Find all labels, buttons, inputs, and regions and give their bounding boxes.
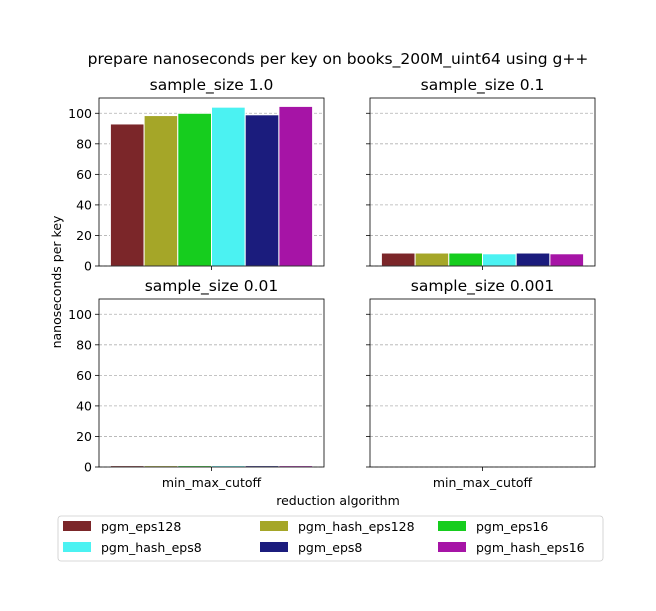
bar-pgm_hash_eps8: [482, 253, 517, 267]
bar-pgm_eps128: [380, 252, 416, 267]
bar-pgm_eps16: [448, 252, 483, 267]
y-tick-label: 100: [68, 106, 92, 121]
y-tick-label: 40: [76, 398, 92, 413]
y-tick-label: 60: [76, 368, 92, 383]
axes-frame: [369, 97, 596, 267]
bar-pgm_hash_eps128: [414, 252, 450, 267]
bar-pgm_hash_eps16: [549, 253, 585, 267]
legend-swatch: [260, 542, 288, 552]
y-tick-label: 80: [76, 136, 92, 151]
bar-pgm_hash_eps128: [143, 115, 179, 267]
legend-box: [57, 515, 604, 562]
legend-swatch: [63, 542, 91, 552]
subplot-1: 0 20 40 60 80 100 sample_size 1.0: [68, 76, 325, 274]
subplot-grid: 0 20 40 60 80 100 sample_size 1.0 sample_size 0…: [68, 76, 596, 490]
axes-frame: [98, 97, 325, 267]
bar-pgm_eps8: [515, 252, 551, 267]
y-tick-label: 20: [76, 228, 92, 243]
bar-pgm_hash_eps16: [278, 105, 314, 267]
subplot-title: sample_size 0.01: [145, 277, 279, 296]
axes-frame: [98, 298, 325, 468]
legend-item-pgm_eps8: pgm_eps8: [260, 540, 362, 555]
legend: pgm_eps128 pgm_hash_eps128 pgm_eps16 pgm_ha…: [57, 515, 604, 562]
subplot-4: min_max_cutoff sample_size 0.001: [366, 277, 596, 490]
legend-label: pgm_hash_eps128: [298, 519, 415, 534]
y-tick-label: 100: [68, 307, 92, 322]
subplot-title: sample_size 0.1: [421, 76, 545, 95]
legend-swatch: [260, 521, 288, 531]
legend-item-pgm_eps128: pgm_eps128: [63, 519, 181, 534]
plot-area: [99, 299, 324, 467]
subplot-3: 0 20 40 60 80 100 min_max_cutoff sample_size 0.…: [68, 277, 325, 490]
plot-area: [370, 299, 595, 467]
legend-label: pgm_eps128: [101, 519, 181, 534]
legend-item-pgm_eps16: pgm_eps16: [438, 519, 548, 534]
legend-label: pgm_hash_eps16: [476, 540, 585, 555]
figure-title: prepare nanoseconds per key on books_200…: [88, 50, 589, 69]
legend-swatch: [438, 521, 466, 531]
bar-pgm_hash_eps8: [211, 106, 246, 267]
legend-label: pgm_hash_eps8: [101, 540, 202, 555]
x-tick-label: min_max_cutoff: [433, 475, 533, 490]
bar-pgm_eps8: [244, 114, 280, 267]
legend-item-pgm_hash_eps128: pgm_hash_eps128: [260, 519, 415, 534]
bar-pgm_eps16: [177, 112, 213, 267]
legend-item-pgm_hash_eps16: pgm_hash_eps16: [438, 540, 585, 555]
plot-area: [370, 98, 595, 266]
x-axis-label: reduction algorithm: [276, 493, 400, 508]
y-tick-label: 0: [84, 259, 92, 274]
y-tick-label: 40: [76, 197, 92, 212]
y-axis-label: nanoseconds per key: [49, 215, 64, 348]
y-tick-label: 20: [76, 429, 92, 444]
legend-swatch: [63, 521, 91, 531]
legend-label: pgm_eps16: [476, 519, 548, 534]
axes-frame: [369, 298, 596, 468]
subplot-title: sample_size 0.001: [411, 277, 554, 296]
subplot-2: sample_size 0.1: [366, 76, 596, 270]
legend-item-pgm_hash_eps8: pgm_hash_eps8: [63, 540, 202, 555]
legend-swatch: [438, 542, 466, 552]
y-tick-label: 80: [76, 337, 92, 352]
legend-label: pgm_eps8: [298, 540, 362, 555]
subplot-title: sample_size 1.0: [150, 76, 274, 95]
bar-pgm_eps128: [109, 123, 145, 267]
y-tick-label: 60: [76, 167, 92, 182]
x-tick-label: min_max_cutoff: [162, 475, 262, 490]
y-tick-label: 0: [84, 460, 92, 475]
